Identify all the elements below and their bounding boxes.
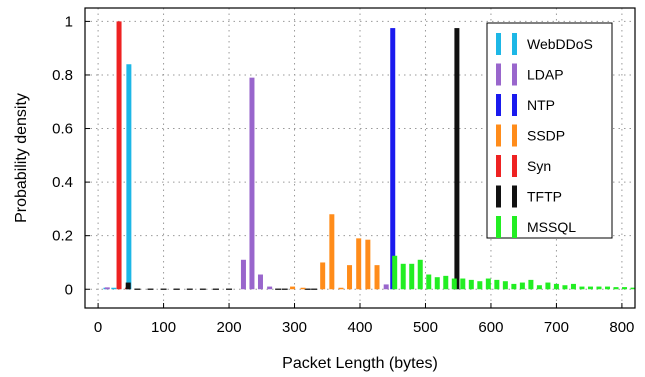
legend-swatch xyxy=(512,94,517,116)
legend-label: Syn xyxy=(527,158,551,174)
y-tick-label: 0.6 xyxy=(52,121,73,138)
legend-label: TFTP xyxy=(527,189,562,205)
legend-swatch xyxy=(496,216,501,238)
bar-mssql xyxy=(536,285,542,290)
bar-tftp xyxy=(454,28,460,290)
legend-label: WebDDoS xyxy=(527,36,593,52)
legend-swatch xyxy=(512,216,517,238)
x-tick-label: 300 xyxy=(282,319,307,336)
legend-swatch xyxy=(512,63,517,86)
bar-mssql xyxy=(553,283,559,290)
bar-ssdp xyxy=(356,238,362,290)
bar-mssql xyxy=(434,277,440,290)
legend-label: SSDP xyxy=(527,128,565,144)
bar-mssql xyxy=(562,285,568,290)
y-axis-ticks: 0 0.2 0.4 0.6 0.8 1 xyxy=(52,13,90,298)
bar-mssql xyxy=(451,278,457,290)
legend-swatch xyxy=(496,63,501,86)
legend-entries: WebDDoS LDAP NTP SSDP Syn TFTP MSSQL xyxy=(496,33,593,238)
x-tick-label: 0 xyxy=(94,319,102,336)
legend-swatch xyxy=(496,124,501,147)
bar-webddos xyxy=(126,64,132,290)
bar-ssdp xyxy=(290,286,296,290)
bar-mssql xyxy=(426,274,432,290)
legend-label: NTP xyxy=(527,97,555,113)
x-tick-label: 600 xyxy=(478,319,503,336)
bar-ldap xyxy=(267,286,273,290)
bar-ssdp xyxy=(365,239,371,290)
legend-swatch xyxy=(512,185,517,208)
y-tick-label: 1 xyxy=(65,13,73,30)
bars xyxy=(103,21,636,290)
bar-mssql xyxy=(519,282,525,290)
bar-mssql xyxy=(485,278,491,290)
bar-ldap xyxy=(249,77,255,290)
legend-swatch xyxy=(496,185,501,208)
bar-ldap xyxy=(240,259,246,290)
bar-tftp xyxy=(125,282,131,290)
y-tick-label: 0.8 xyxy=(52,67,73,84)
bar-mssql xyxy=(587,286,593,290)
bar-mssql xyxy=(579,286,585,290)
bar-mssql xyxy=(468,279,474,290)
bar-ldap xyxy=(257,274,263,290)
x-tick-label: 700 xyxy=(544,319,569,336)
legend-swatch xyxy=(512,33,517,55)
x-tick-label: 800 xyxy=(609,319,634,336)
bar-mssql xyxy=(596,286,602,290)
legend-label: MSSQL xyxy=(527,219,576,235)
x-tick-label: 100 xyxy=(151,319,176,336)
legend: WebDDoS LDAP NTP SSDP Syn TFTP MSSQL xyxy=(486,22,613,239)
bar-mssql xyxy=(477,281,483,290)
bar-ldap xyxy=(104,287,110,290)
bar-mssql xyxy=(528,279,534,290)
bar-mssql xyxy=(622,287,628,290)
bar-mssql xyxy=(409,263,415,290)
bar-mssql xyxy=(502,281,508,290)
x-tick-label: 200 xyxy=(217,319,242,336)
bar-ssdp xyxy=(338,287,344,290)
bar-mssql xyxy=(392,255,398,290)
bar-mssql xyxy=(605,286,610,290)
y-tick-label: 0.2 xyxy=(52,228,73,245)
legend-swatch xyxy=(496,94,501,116)
x-axis-ticks: 0 100 200 300 400 500 600 700 800 xyxy=(94,303,634,336)
legend-box xyxy=(486,22,613,239)
x-tick-label: 400 xyxy=(347,319,372,336)
bar-mssql xyxy=(570,283,576,290)
bar-webddos xyxy=(111,287,117,290)
bar-mssql xyxy=(511,283,517,290)
legend-swatch xyxy=(512,155,517,177)
legend-swatch xyxy=(512,124,517,147)
x-tick-label: 500 xyxy=(413,319,438,336)
bar-mssql xyxy=(460,278,466,290)
bar-mssql xyxy=(443,275,449,290)
legend-swatch xyxy=(496,33,501,55)
bar-mssql xyxy=(545,282,551,290)
bar-ntp xyxy=(390,28,396,290)
bar-mssql xyxy=(400,263,406,290)
y-axis-label: Probability density xyxy=(13,93,30,223)
bar-mssql xyxy=(494,279,500,290)
bar-mssql xyxy=(417,259,423,290)
bar-ssdp xyxy=(347,265,353,290)
x-axis-label: Packet Length (bytes) xyxy=(282,355,438,372)
bar-ssdp xyxy=(320,262,326,290)
bar-ssdp xyxy=(300,287,306,290)
bar-ssdp xyxy=(329,214,335,290)
legend-swatch xyxy=(496,155,501,177)
y-tick-label: 0 xyxy=(65,281,73,298)
legend-label: LDAP xyxy=(527,67,564,83)
bar-mssql xyxy=(630,287,636,290)
y-tick-label: 0.4 xyxy=(52,174,73,191)
bar-syn xyxy=(116,21,122,290)
bar-mssql xyxy=(613,287,619,290)
bar-ldap xyxy=(383,284,389,290)
bar-ssdp xyxy=(374,265,380,290)
